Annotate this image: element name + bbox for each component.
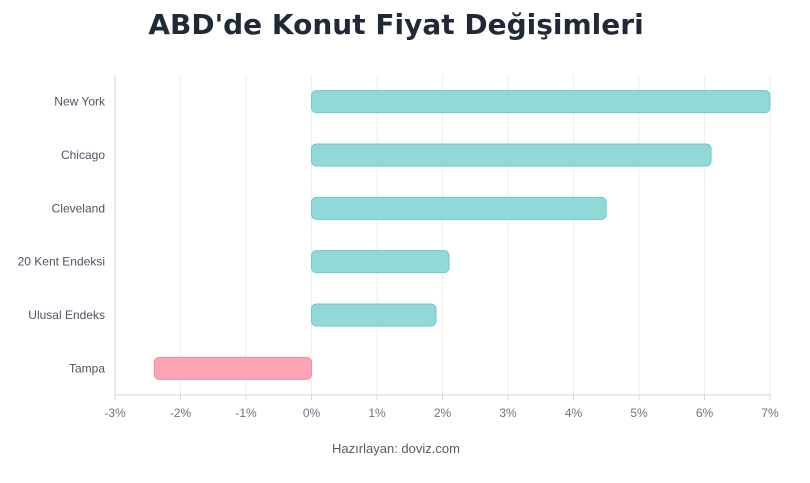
bar-cleveland [311,196,607,220]
category-label: Chicago [61,148,105,162]
chart-footer-credit: Hazırlayan: doviz.com [332,441,460,456]
bar-ulusal-endeks [311,303,437,327]
category-label: New York [54,95,106,109]
category-label: Ulusal Endeks [28,308,105,322]
x-tick-label: 4% [565,406,583,420]
category-label: Cleveland [52,201,105,215]
category-label: 20 Kent Endeksi [18,255,105,269]
x-tick-label: -3% [104,406,126,420]
category-label: Tampa [69,361,105,375]
x-tick-label: 5% [630,406,648,420]
x-tick-label: -2% [170,406,192,420]
x-tick-label: 6% [696,406,714,420]
x-tick-label: 2% [434,406,452,420]
chart-title: ABD'de Konut Fiyat Değişimleri [148,8,644,41]
bar-tampa [153,356,312,380]
x-tick-label: 3% [499,406,517,420]
x-tick-label: 7% [761,406,779,420]
x-tick-label: 0% [303,406,321,420]
x-tick-label: -1% [235,406,257,420]
bar-new-york [311,90,771,114]
bar-20-kent-endeksi [311,250,450,274]
x-tick-label: 1% [368,406,386,420]
bar-chicago [311,143,712,167]
